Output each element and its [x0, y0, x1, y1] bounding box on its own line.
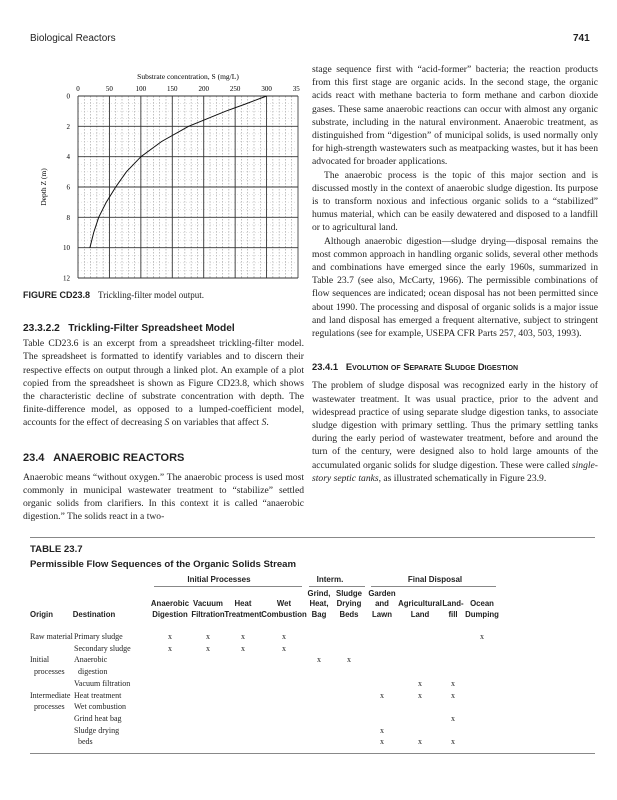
x-tick-label: 250: [230, 85, 241, 93]
row-destination: Vacuum filtration: [74, 678, 131, 688]
permitted-mark: x: [317, 655, 321, 665]
row-destination: Grind heat bag: [74, 713, 122, 723]
column-group-header: Final Disposal: [407, 575, 463, 584]
x-tick-label: 0: [76, 85, 80, 93]
x-tick-label: 350: [293, 85, 300, 93]
left-column: 23.3.2.2 Trickling-Filter Spreadsheet Mo…: [23, 322, 304, 524]
permitted-mark: x: [282, 643, 286, 653]
row-origin: Intermediate: [30, 690, 71, 700]
permitted-mark: x: [418, 678, 422, 688]
y-tick-label: 12: [63, 275, 71, 283]
permitted-mark: x: [282, 632, 286, 641]
column-group-header: Initial Processes: [187, 575, 251, 584]
row-origin: processes: [34, 667, 65, 677]
row-destination: Primary sludge: [74, 632, 123, 641]
row-destination: Anaerobic: [74, 655, 108, 665]
y-tick-label: 6: [67, 184, 71, 192]
y-tick-label: 0: [67, 93, 71, 101]
group-rule: [154, 586, 302, 587]
y-tick-label: 2: [67, 123, 71, 131]
y-tick-label: 4: [67, 153, 71, 161]
variable-s: S: [164, 417, 170, 429]
column-header: Ocean Dumping: [465, 599, 499, 619]
x-tick-label: 150: [167, 85, 178, 93]
paragraph-text: , as illustrated schematically in Figure…: [378, 472, 547, 484]
y-tick-label: 8: [67, 214, 71, 222]
row-origin: processes: [34, 702, 65, 712]
row-destination: Sludge drying: [74, 725, 120, 735]
permitted-mark: x: [418, 690, 422, 700]
paragraph: Anaerobic means “without oxygen.” The an…: [23, 471, 304, 523]
column-header: Sludge Drying Beds: [336, 588, 362, 619]
right-column: stage sequence first with “acid-former” …: [312, 63, 598, 485]
variable-s: S: [261, 417, 267, 429]
permitted-mark: x: [451, 678, 455, 688]
table-title: Permissible Flow Sequences of the Organi…: [30, 559, 297, 570]
x-tick-label: 200: [198, 85, 209, 93]
permitted-mark: x: [241, 643, 245, 653]
permitted-mark: x: [480, 632, 484, 641]
figure-label: FIGURE CD23.8: [23, 290, 91, 300]
permitted-mark: x: [206, 643, 210, 653]
series-line: [89, 95, 267, 248]
row-destination: Wet combustion: [74, 702, 127, 712]
emphasis: single-story septic tanks: [312, 459, 598, 484]
group-rule: [309, 586, 365, 587]
row-destination: digestion: [78, 667, 108, 677]
permitted-mark: x: [418, 737, 422, 747]
paragraph: The anaerobic process is the topic of th…: [312, 169, 598, 234]
column-header: Destination: [72, 609, 116, 619]
page-number: 741: [573, 33, 590, 44]
column-header: Origin: [30, 609, 53, 619]
x-tick-label: 100: [136, 85, 147, 93]
x-tick-label: 300: [261, 85, 272, 93]
divider: [30, 537, 595, 538]
y-tick-label: 10: [63, 244, 71, 252]
permitted-mark: x: [168, 643, 172, 653]
permitted-mark: x: [168, 632, 172, 641]
permitted-mark: x: [380, 737, 384, 747]
row-origin: Raw material: [30, 632, 73, 641]
permitted-mark: x: [451, 713, 455, 723]
section-heading: 23.4.1 Evolution of Separate Sludge Dige…: [312, 361, 519, 373]
group-rule: [371, 586, 496, 587]
permitted-mark: x: [380, 690, 384, 700]
row-origin: Initial: [30, 655, 50, 665]
permitted-mark: x: [347, 655, 351, 665]
column-header: Agricultural Land: [398, 599, 442, 619]
row-destination: beds: [78, 737, 93, 747]
row-destination: Heat treatment: [74, 690, 122, 700]
column-header: Vacuum Filtration: [191, 599, 225, 619]
paragraph: stage sequence first with “acid-former” …: [312, 64, 598, 168]
paragraph: Although anaerobic digestion—sludge dryi…: [312, 235, 598, 340]
section-heading: 23.3.2.2 Trickling-Filter Spreadsheet Mo…: [23, 323, 235, 334]
x-axis-label: Substrate concentration, S (mg/L): [137, 72, 239, 81]
paragraph-text: The problem of sludge disposal was recog…: [312, 380, 598, 471]
column-header: Land- fill: [442, 599, 464, 619]
permitted-mark: x: [380, 725, 384, 735]
column-header: Heat Treatment: [224, 599, 262, 619]
permitted-mark: x: [206, 632, 210, 641]
trickling-filter-chart: 0 50 100 150 200 250 300 350 0 2 4 6 8 10 12 Substrate …: [39, 72, 300, 283]
table-label: TABLE 23.7: [30, 544, 83, 555]
x-tick-label: 50: [106, 85, 114, 93]
paragraph: Table CD23.6 is an excerpt from a spread…: [23, 338, 304, 429]
permitted-mark: x: [451, 737, 455, 747]
column-header: Anaerobic Digestion: [150, 599, 190, 619]
column-group-header: Interm.: [316, 575, 344, 584]
column-header: Garden and Lawn: [368, 588, 396, 619]
section-heading: 23.4 ANAEROBIC REACTORS: [23, 451, 185, 464]
permitted-mark: x: [241, 632, 245, 641]
column-header: Wet Combustion: [261, 599, 307, 619]
paragraph: The problem of sludge disposal was recog…: [312, 379, 598, 485]
y-axis-label: Depth Z (m): [39, 168, 48, 206]
figure-caption: FIGURE CD23.8 Trickling-filter model outp…: [23, 290, 204, 300]
divider: [30, 753, 595, 754]
row-destination: Secondary sludge: [74, 643, 131, 653]
figure-caption-text: Trickling-filter model output.: [98, 290, 204, 300]
running-title: Biological Reactors: [30, 33, 116, 44]
column-header: Grind, Heat, Bag: [307, 588, 331, 619]
permitted-mark: x: [451, 690, 455, 700]
